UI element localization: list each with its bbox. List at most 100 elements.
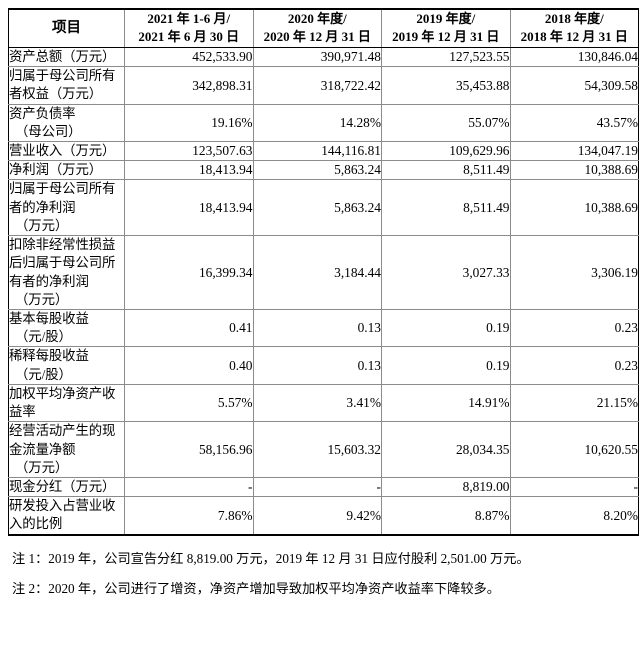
row-label: 加权平均净资产收 益率 — [8, 383, 125, 423]
cell-value: 0.13 — [252, 346, 382, 385]
row-label-line: 研发投入占营业收 — [9, 498, 116, 514]
cell-value: 16,399.34 — [124, 235, 254, 310]
cell-value: 8,511.49 — [381, 179, 511, 237]
header-line: 2018 年度/ — [544, 11, 604, 26]
cell-value: 8,511.49 — [381, 160, 511, 181]
cell-value: 18,413.94 — [124, 160, 254, 181]
cell-value: 8,819.00 — [381, 476, 511, 498]
cell-value: 127,523.55 — [381, 46, 511, 68]
header-line: 2021 年 6 月 30 日 — [138, 29, 240, 45]
cell-value: 3,027.33 — [381, 235, 511, 310]
table-row: 资产总额（万元） 452,533.90 390,971.48 127,523.55 13… — [8, 46, 639, 68]
header-line: 2019 年度/ — [416, 11, 476, 26]
row-label-line: （万元） — [15, 217, 69, 233]
table-row: 资产负债率 （母公司） 19.16% 14.28% 55.07% 43.57% — [8, 103, 639, 143]
table-row: 稀释每股收益 （元/股） 0.40 0.13 0.19 0.23 — [8, 346, 639, 385]
cell-value: 7.86% — [124, 496, 254, 536]
cell-value: 130,846.04 — [509, 46, 639, 68]
cell-value: 342,898.31 — [124, 66, 254, 105]
row-label-line: （万元） — [15, 459, 69, 475]
row-label-line: 者权益（万元） — [9, 86, 103, 102]
row-label: 稀释每股收益 （元/股） — [8, 346, 125, 385]
cell-value: 18,413.94 — [124, 179, 254, 237]
cell-value: 5,863.24 — [252, 160, 382, 181]
table-row: 研发投入占营业收 入的比例 7.86% 9.42% 8.87% 8.20% — [8, 496, 639, 536]
cell-value: 144,116.81 — [252, 140, 382, 162]
row-label-line: 基本每股收益 — [9, 310, 89, 326]
row-label: 基本每股收益 （元/股） — [8, 308, 125, 348]
cell-value: 3.41% — [252, 383, 382, 423]
table-row: 经营活动产生的现 金流量净额 （万元） 58,156.96 15,603.32 28,03… — [8, 421, 639, 478]
table-row: 归属于母公司所有 者权益（万元） 342,898.31 318,722.42 35,45… — [8, 66, 639, 105]
row-label-line: （母公司） — [15, 123, 82, 139]
cell-value: 0.13 — [252, 308, 382, 348]
row-label-line: 益率 — [9, 404, 36, 420]
column-header-period-4: 2018 年度/2018 年 12 月 31 日 — [509, 7, 639, 48]
cell-value: 10,388.69 — [509, 160, 639, 181]
table-notes: 注 1：2019 年，公司宣告分红 8,819.00 万元，2019 年 12 … — [8, 549, 638, 600]
row-label: 扣除非经常性损益 后归属于母公司所 有者的净利润 （万元） — [8, 235, 125, 310]
row-label-line: 有者的净利润 — [9, 273, 89, 289]
cell-value: 35,453.88 — [381, 66, 511, 105]
table-row: 加权平均净资产收 益率 5.57% 3.41% 14.91% 21.15% — [8, 383, 639, 423]
row-label-line: （元/股） — [15, 366, 72, 382]
cell-value: - — [509, 476, 639, 498]
table-row: 营业收入（万元） 123,507.63 144,116.81 109,629.96 13… — [8, 140, 639, 162]
cell-value: 58,156.96 — [124, 421, 254, 478]
header-line: 2018 年 12 月 31 日 — [520, 29, 628, 45]
header-line: 2020 年 12 月 31 日 — [263, 29, 371, 45]
row-label: 研发投入占营业收 入的比例 — [8, 496, 125, 536]
table-row: 基本每股收益 （元/股） 0.41 0.13 0.19 0.23 — [8, 308, 639, 348]
row-label: 资产负债率 （母公司） — [8, 103, 125, 143]
row-label-line: 净利润（万元） — [9, 162, 103, 178]
cell-value: 318,722.42 — [252, 66, 382, 105]
cell-value: 0.40 — [124, 346, 254, 385]
table-row: 现金分红（万元） - -8,819.00- — [8, 476, 639, 498]
row-label-line: 稀释每股收益 — [9, 348, 89, 364]
row-label-line: 营业收入（万元） — [9, 143, 116, 158]
row-label-line: 经营活动产生的现 — [9, 423, 116, 439]
row-label-line: 归属于母公司所有 — [9, 181, 116, 197]
row-label: 经营活动产生的现 金流量净额 （万元） — [8, 421, 125, 478]
column-header-period-2: 2020 年度/2020 年 12 月 31 日 — [252, 7, 382, 48]
cell-value: 14.91% — [381, 383, 511, 423]
column-header-period-3: 2019 年度/2019 年 12 月 31 日 — [381, 7, 511, 48]
row-label: 归属于母公司所有 者权益（万元） — [8, 66, 125, 105]
row-label: 资产总额（万元） — [8, 46, 125, 68]
cell-value: - — [124, 476, 254, 498]
cell-value: 55.07% — [381, 103, 511, 143]
cell-value: 8.87% — [381, 496, 511, 536]
row-label-line: 归属于母公司所有 — [9, 68, 116, 84]
cell-value: 5.57% — [124, 383, 254, 423]
table-row: 归属于母公司所有 者的净利润 （万元） 18,413.94 5,863.24 8,511.… — [8, 179, 639, 237]
cell-value: 0.23 — [509, 308, 639, 348]
cell-value: 5,863.24 — [252, 179, 382, 237]
row-label-line: 后归属于母公司所 — [9, 255, 116, 271]
cell-value: 15,603.32 — [252, 421, 382, 478]
cell-value: 14.28% — [252, 103, 382, 143]
table-header: 项目 2021 年 1-6 月/2021 年 6 月 30 日 2020 年度/20… — [8, 7, 639, 48]
cell-value: 10,388.69 — [509, 179, 639, 237]
cell-value: 452,533.90 — [124, 46, 254, 68]
row-label: 归属于母公司所有 者的净利润 （万元） — [8, 179, 125, 237]
cell-value: 43.57% — [509, 103, 639, 143]
financial-summary-table: 项目 2021 年 1-6 月/2021 年 6 月 30 日 2020 年度/20… — [8, 7, 639, 536]
cell-value: 0.23 — [509, 346, 639, 385]
header-line: 2020 年度/ — [287, 11, 347, 26]
row-label-line: 现金分红（万元） — [9, 478, 116, 494]
row-label: 营业收入（万元） — [8, 140, 125, 162]
table-row: 扣除非经常性损益 后归属于母公司所 有者的净利润 （万元） 16,399.34 3,184… — [8, 235, 639, 310]
cell-value: 9.42% — [252, 496, 382, 536]
row-label-line: 入的比例 — [9, 516, 63, 532]
cell-value: 0.41 — [124, 308, 254, 348]
row-label-line: （元/股） — [15, 329, 72, 345]
row-label-line: 加权平均净资产收 — [9, 385, 116, 401]
header-row: 项目 2021 年 1-6 月/2021 年 6 月 30 日 2020 年度/20… — [8, 7, 639, 48]
note-2: 注 2：2020 年，公司进行了增资，净资产增加导致加权平均净资产收益率下降较多… — [12, 581, 500, 597]
row-label-line: 扣除非经常性损益 — [9, 237, 116, 253]
cell-value: 54,309.58 — [509, 66, 639, 105]
header-line: 2021 年 1-6 月/ — [147, 11, 231, 26]
cell-value: 134,047.19 — [509, 140, 639, 162]
row-label-line: 金流量净额 — [9, 441, 76, 457]
